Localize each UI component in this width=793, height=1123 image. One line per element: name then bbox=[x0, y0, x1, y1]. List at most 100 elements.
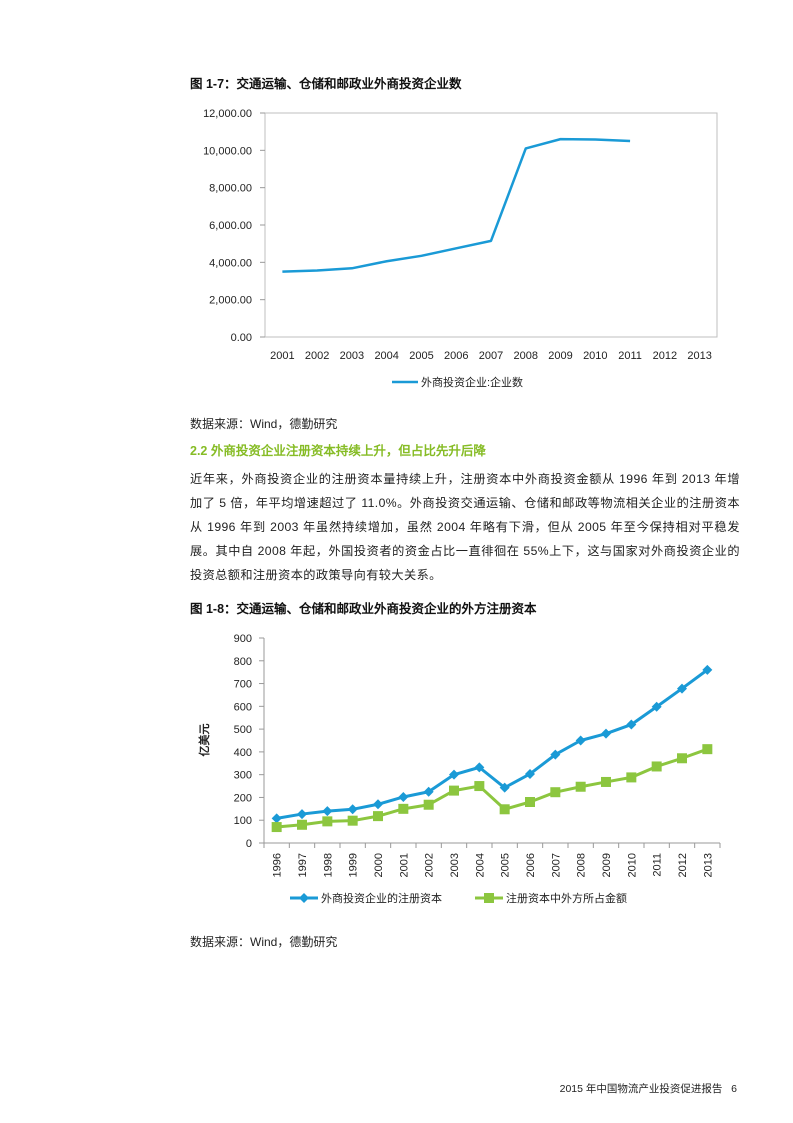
y-tick-label: 6,000.00 bbox=[209, 220, 252, 232]
data-point-square bbox=[373, 811, 383, 822]
x-tick-label: 2005 bbox=[409, 350, 433, 362]
x-tick-label: 2007 bbox=[479, 350, 503, 362]
data-point-square bbox=[499, 804, 510, 815]
data-point-diamond bbox=[449, 769, 459, 780]
y-tick-label: 0 bbox=[246, 838, 252, 850]
data-point-diamond bbox=[373, 799, 383, 810]
x-tick-label: 2001 bbox=[270, 350, 294, 362]
data-point-diamond bbox=[398, 791, 409, 802]
section-heading: 2.2 外商投资企业注册资本持续上升，但占比先升后降 bbox=[190, 444, 486, 458]
x-tick-label: 2002 bbox=[424, 853, 436, 877]
x-tick-label: 1999 bbox=[348, 853, 360, 877]
x-tick-label: 2005 bbox=[500, 853, 512, 877]
x-tick-label: 1998 bbox=[322, 853, 334, 877]
series-line bbox=[276, 747, 708, 829]
y-tick-label: 300 bbox=[234, 770, 252, 782]
data-point-diamond bbox=[474, 762, 485, 773]
data-point-diamond bbox=[297, 809, 307, 820]
x-tick-label: 2012 bbox=[677, 853, 689, 877]
data-point-square bbox=[651, 761, 662, 772]
series-line bbox=[282, 137, 631, 273]
y-tick-label: 2,000.00 bbox=[209, 295, 252, 307]
x-tick-label: 2012 bbox=[653, 350, 677, 362]
x-tick-label: 2007 bbox=[550, 853, 562, 877]
y-tick-label: 100 bbox=[234, 815, 252, 827]
y-tick-label: 12,000.00 bbox=[203, 108, 252, 120]
page-number: 6 bbox=[731, 1083, 737, 1095]
x-tick-label: 2003 bbox=[449, 853, 461, 877]
data-point-square bbox=[550, 787, 561, 798]
section-paragraph: 近年来，外商投资企业的注册资本量持续上升，注册资本中外商投资金额从 1996 年… bbox=[190, 472, 740, 582]
y-axis-label: 亿美元 bbox=[197, 724, 211, 757]
x-tick-label: 2009 bbox=[601, 853, 613, 877]
data-point-diamond bbox=[499, 782, 510, 793]
x-tick-label: 2010 bbox=[583, 350, 607, 362]
y-tick-label: 400 bbox=[234, 747, 252, 759]
data-point-square bbox=[677, 753, 687, 764]
y-tick-label: 0.00 bbox=[231, 332, 252, 344]
x-tick-label: 2004 bbox=[474, 853, 486, 877]
legend-label: 注册资本中外方所占金额 bbox=[506, 891, 627, 905]
y-tick-label: 4,000.00 bbox=[209, 257, 252, 269]
data-point-diamond bbox=[702, 664, 713, 675]
chart-registered-capital: 0 100 200 300 400 500 600 700 800 900 1996 1997 1998… bbox=[197, 633, 721, 905]
y-tick-label: 8,000.00 bbox=[209, 183, 252, 195]
x-tick-label: 2002 bbox=[305, 350, 329, 362]
x-tick-label: 2011 bbox=[618, 350, 642, 362]
y-tick-label: 200 bbox=[234, 792, 252, 804]
x-tick-label: 2006 bbox=[525, 853, 537, 877]
figure-1-source: 数据来源：Wind，德勤研究 bbox=[190, 417, 338, 431]
x-tick-label: 2004 bbox=[374, 350, 398, 362]
data-point-diamond bbox=[525, 768, 535, 779]
data-point-diamond bbox=[677, 683, 687, 694]
figure-2-title: 图 1-8：交通运输、仓储和邮政业外商投资企业的外方注册资本 bbox=[190, 602, 537, 616]
data-point-square bbox=[423, 799, 434, 810]
y-tick-label: 800 bbox=[234, 656, 252, 668]
x-tick-label: 2010 bbox=[626, 853, 638, 877]
data-point-square bbox=[474, 781, 485, 792]
data-point-diamond bbox=[271, 813, 282, 824]
data-point-square bbox=[347, 815, 358, 826]
chart-enterprise-count: 0.00 2,000.00 4,000.00 6,000.00 8,000.00 10,0… bbox=[203, 108, 718, 389]
x-tick-label: 2006 bbox=[444, 350, 468, 362]
data-point-diamond bbox=[601, 728, 611, 739]
legend-marker bbox=[484, 893, 494, 903]
x-tick-label: 2009 bbox=[548, 350, 572, 362]
data-point-diamond bbox=[550, 749, 561, 760]
x-tick-label: 2011 bbox=[652, 853, 664, 877]
y-tick-label: 10,000.00 bbox=[203, 145, 252, 157]
x-tick-label: 2000 bbox=[373, 853, 385, 877]
figure-1-title: 图 1-7：交通运输、仓储和邮政业外商投资企业数 bbox=[190, 77, 462, 91]
data-point-square bbox=[271, 822, 282, 833]
y-tick-label: 900 bbox=[234, 633, 252, 645]
data-point-square bbox=[398, 803, 409, 814]
x-tick-label: 2008 bbox=[514, 350, 538, 362]
page-footer: 2015 年中国物流产业投资促进报告 6 bbox=[560, 1081, 737, 1096]
legend-marker bbox=[299, 893, 309, 903]
data-point-diamond bbox=[626, 719, 637, 730]
x-tick-label: 1997 bbox=[297, 853, 309, 877]
y-tick-label: 500 bbox=[234, 724, 252, 736]
y-tick-label: 600 bbox=[234, 701, 252, 713]
y-tick-label: 700 bbox=[234, 679, 252, 691]
x-tick-label: 2013 bbox=[687, 350, 711, 362]
data-point-diamond bbox=[423, 786, 434, 797]
data-point-diamond bbox=[651, 701, 662, 712]
data-point-square bbox=[322, 816, 333, 827]
data-point-square bbox=[575, 781, 586, 792]
data-point-diamond bbox=[322, 806, 333, 817]
data-point-square bbox=[449, 785, 459, 796]
data-point-square bbox=[626, 772, 637, 783]
x-tick-label: 2008 bbox=[576, 853, 588, 877]
data-point-square bbox=[525, 797, 535, 807]
x-tick-label: 2001 bbox=[398, 853, 410, 877]
x-tick-label: 2003 bbox=[340, 350, 364, 362]
x-tick-label: 2013 bbox=[702, 853, 714, 877]
x-tick-label: 1996 bbox=[272, 853, 284, 877]
legend-label: 外商投资企业:企业数 bbox=[421, 375, 523, 389]
data-point-diamond bbox=[347, 804, 358, 815]
data-point-square bbox=[601, 776, 611, 787]
data-point-square bbox=[297, 819, 307, 830]
data-point-square bbox=[702, 744, 713, 755]
data-point-diamond bbox=[575, 735, 586, 746]
